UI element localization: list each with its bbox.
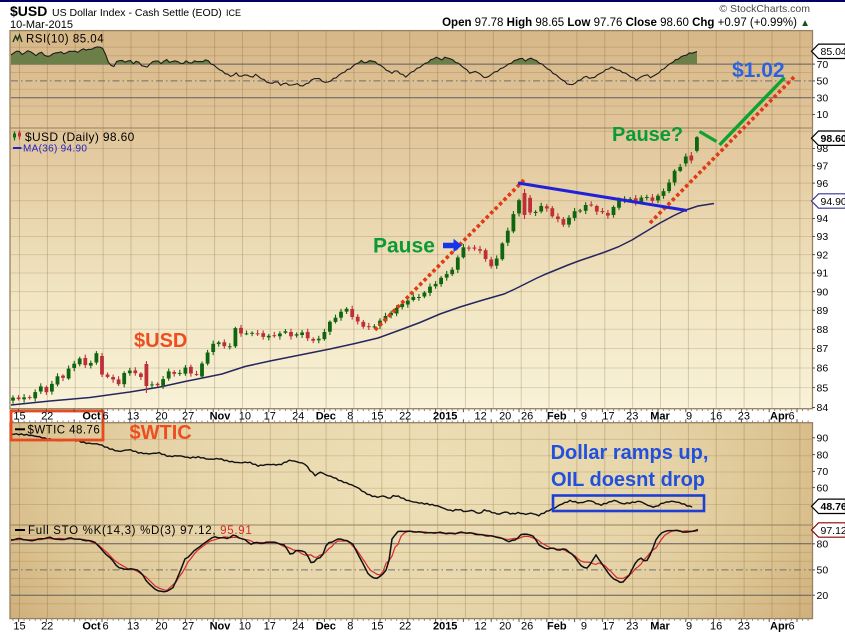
svg-text:22: 22 — [399, 411, 411, 423]
svg-text:94.90: 94.90 — [821, 196, 845, 208]
svg-text:9: 9 — [686, 621, 692, 633]
svg-text:96: 96 — [817, 178, 829, 190]
svg-text:50: 50 — [817, 76, 829, 88]
svg-text:20: 20 — [499, 411, 511, 423]
svg-text:23: 23 — [626, 411, 638, 423]
svg-text:22: 22 — [399, 621, 411, 633]
svg-text:90: 90 — [817, 433, 829, 445]
svg-text:OIL doesnt drop: OIL doesnt drop — [551, 469, 705, 491]
svg-text:30: 30 — [817, 92, 829, 104]
svg-text:23: 23 — [738, 411, 750, 423]
svg-text:$WTIC: $WTIC — [130, 422, 192, 444]
svg-text:20: 20 — [155, 621, 167, 633]
svg-text:6: 6 — [102, 621, 108, 633]
svg-text:70: 70 — [817, 466, 829, 478]
svg-text:10-Mar-2015: 10-Mar-2015 — [10, 19, 73, 31]
svg-text:17: 17 — [602, 621, 614, 633]
svg-text:Apr: Apr — [770, 621, 790, 633]
svg-text:23: 23 — [626, 621, 638, 633]
svg-text:8: 8 — [347, 621, 353, 633]
svg-text:$USD (Daily) 98.60: $USD (Daily) 98.60 — [25, 130, 135, 144]
svg-text:50: 50 — [817, 565, 829, 577]
svg-text:27: 27 — [182, 411, 194, 423]
svg-text:13: 13 — [127, 621, 139, 633]
svg-text:91: 91 — [817, 268, 829, 280]
svg-text:Full STO %K(14,3) %D(3) 97.12,: Full STO %K(14,3) %D(3) 97.12, 95.91 — [28, 525, 252, 537]
svg-text:85.04: 85.04 — [821, 46, 845, 58]
svg-text:84: 84 — [817, 402, 829, 414]
svg-text:Mar: Mar — [650, 621, 670, 633]
svg-text:10: 10 — [817, 109, 829, 121]
svg-text:10: 10 — [239, 621, 251, 633]
svg-text:Dollar ramps up,: Dollar ramps up, — [551, 442, 709, 464]
svg-text:92: 92 — [817, 249, 829, 261]
svg-text:2015: 2015 — [433, 621, 457, 633]
svg-text:Mar: Mar — [650, 411, 670, 423]
svg-text:27: 27 — [182, 621, 194, 633]
svg-text:$1.02: $1.02 — [732, 59, 785, 82]
svg-text:16: 16 — [710, 411, 722, 423]
svg-text:15: 15 — [371, 621, 383, 633]
svg-text:85: 85 — [817, 382, 829, 394]
svg-text:Nov: Nov — [210, 621, 232, 633]
svg-text:70: 70 — [817, 59, 829, 71]
svg-text:6: 6 — [789, 621, 795, 633]
svg-text:Pause: Pause — [373, 235, 435, 258]
svg-text:24: 24 — [292, 621, 304, 633]
svg-text:$USD: $USD — [134, 330, 187, 352]
svg-text:88: 88 — [817, 324, 829, 336]
svg-text:Oct: Oct — [82, 621, 101, 633]
svg-text:15: 15 — [371, 411, 383, 423]
svg-text:26: 26 — [521, 411, 533, 423]
svg-text:9: 9 — [581, 621, 587, 633]
svg-text:97: 97 — [817, 160, 829, 172]
svg-text:2015: 2015 — [433, 411, 457, 423]
svg-text:RSI(10) 85.04: RSI(10) 85.04 — [26, 34, 104, 46]
svg-text:Open 97.78 High 98.65 Low 97.7: Open 97.78 High 98.65 Low 97.76 Close 98… — [442, 17, 810, 29]
svg-text:26: 26 — [521, 621, 533, 633]
svg-text:89: 89 — [817, 305, 829, 317]
svg-text:90: 90 — [817, 286, 829, 298]
svg-text:80: 80 — [817, 539, 829, 551]
svg-text:98.60: 98.60 — [821, 133, 845, 145]
svg-text:Feb: Feb — [547, 621, 567, 633]
svg-text:US Dollar Index - Cash Settle: US Dollar Index - Cash Settle (EOD) — [52, 7, 222, 19]
svg-text:Pause?: Pause? — [612, 124, 683, 146]
svg-text:16: 16 — [710, 621, 722, 633]
svg-text:23: 23 — [738, 621, 750, 633]
svg-text:87: 87 — [817, 343, 829, 355]
svg-text:Dec: Dec — [316, 621, 336, 633]
svg-text:© StockCharts.com: © StockCharts.com — [719, 3, 810, 15]
svg-text:15: 15 — [13, 621, 25, 633]
svg-text:$WTIC 48.76: $WTIC 48.76 — [28, 425, 101, 437]
svg-text:86: 86 — [817, 363, 829, 375]
svg-text:20: 20 — [817, 590, 829, 602]
svg-text:60: 60 — [817, 482, 829, 494]
svg-text:94: 94 — [817, 213, 829, 225]
svg-text:22: 22 — [41, 621, 53, 633]
svg-text:20: 20 — [499, 621, 511, 633]
svg-text:12: 12 — [474, 411, 486, 423]
svg-text:48.76: 48.76 — [821, 501, 845, 513]
svg-text:13: 13 — [127, 411, 139, 423]
svg-text:17: 17 — [264, 621, 276, 633]
svg-text:12: 12 — [474, 621, 486, 633]
svg-text:80: 80 — [817, 449, 829, 461]
svg-text:ICE: ICE — [226, 8, 241, 18]
svg-text:MA(36) 94.90: MA(36) 94.90 — [23, 143, 87, 154]
svg-text:$USD: $USD — [10, 3, 47, 19]
svg-text:93: 93 — [817, 231, 829, 243]
svg-text:97.12: 97.12 — [821, 525, 845, 537]
